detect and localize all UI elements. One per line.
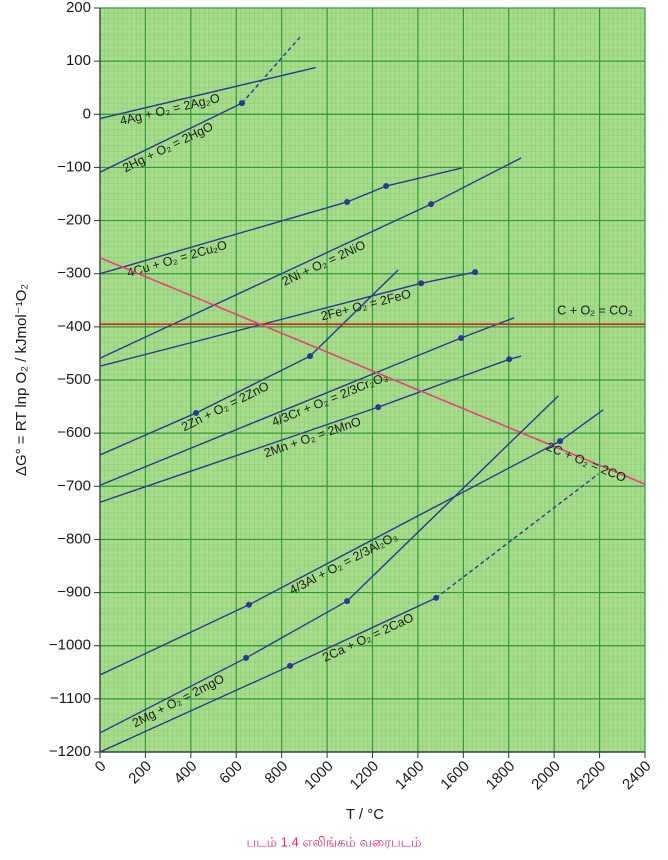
- y-tick-label: −600: [57, 424, 91, 441]
- line-segment: [99, 657, 247, 734]
- point: [433, 594, 440, 601]
- x-tick-label: 2200: [574, 758, 610, 794]
- y-tick-label: −300: [57, 265, 91, 282]
- point: [307, 353, 314, 360]
- series-label: C + O₂ = CO₂: [557, 303, 633, 317]
- x-tick-label: 0: [92, 758, 110, 776]
- line-segment: [99, 337, 462, 486]
- point: [472, 269, 479, 276]
- x-tick-label: 1600: [437, 758, 473, 794]
- line-segment: [248, 440, 561, 606]
- y-tick-label: −200: [57, 212, 91, 229]
- line-segment: [99, 102, 243, 173]
- x-tick-label: 400: [171, 758, 201, 788]
- line-segment: [99, 201, 348, 275]
- y-tick-label: −1200: [49, 743, 91, 760]
- x-tick-label: 2400: [619, 758, 655, 794]
- line-segment: [99, 665, 291, 753]
- point: [458, 335, 465, 342]
- x-tick-label: 200: [125, 758, 155, 788]
- line-segment: [435, 473, 599, 599]
- line-segment: [559, 409, 604, 442]
- line-segment: [99, 257, 646, 485]
- y-tick-label: −100: [57, 158, 91, 175]
- point: [506, 356, 513, 363]
- y-tick-label: −900: [57, 584, 91, 601]
- line-segment: [241, 36, 301, 104]
- line-segment: [460, 317, 515, 339]
- point: [193, 409, 200, 416]
- y-tick-label: −800: [57, 530, 91, 547]
- y-tick-label: −500: [57, 371, 91, 388]
- y-tick-label: 200: [66, 0, 91, 16]
- line-segment: [377, 358, 510, 408]
- y-tick-label: −700: [57, 477, 91, 494]
- point: [238, 100, 245, 107]
- x-tick-label: 1200: [347, 758, 383, 794]
- line-segment: [430, 157, 522, 205]
- line-segment: [99, 412, 197, 456]
- x-axis-title: T / °C: [346, 806, 384, 823]
- point: [428, 201, 435, 208]
- y-axis-title: ΔG° = RT lnp O₂ / kJmol⁻¹O₂: [13, 284, 30, 476]
- point: [383, 183, 390, 190]
- line-segment: [385, 167, 463, 187]
- y-tick-label: −1000: [49, 637, 91, 654]
- y-tick-label: 0: [83, 105, 91, 122]
- line-segment: [346, 395, 559, 602]
- line-segment: [309, 269, 399, 357]
- line-segment: [245, 600, 348, 659]
- point: [344, 198, 351, 205]
- point: [375, 404, 382, 411]
- y-tick-label: 100: [66, 52, 91, 69]
- point: [245, 601, 252, 608]
- x-tick-label: 1400: [392, 758, 428, 794]
- line-segment: [420, 271, 476, 284]
- caption: படம் 1.4 எலிங்கம் வரைபடம்: [247, 834, 422, 849]
- line-segment: [99, 406, 379, 503]
- line-segment: [195, 355, 311, 414]
- x-tick-label: 800: [262, 758, 292, 788]
- line-segment: [99, 66, 316, 120]
- x-tick-label: 1800: [483, 758, 519, 794]
- point: [418, 280, 425, 287]
- point: [287, 662, 294, 669]
- line-segment: [289, 597, 437, 667]
- line-segment: [346, 185, 387, 203]
- x-tick-label: 600: [216, 758, 246, 788]
- point: [243, 654, 250, 661]
- line-segment: [99, 604, 250, 676]
- line-segment: [99, 203, 432, 359]
- point: [557, 438, 564, 445]
- x-tick-label: 1000: [301, 758, 337, 794]
- y-tick-label: −1100: [50, 690, 91, 707]
- y-tick-label: −400: [57, 318, 91, 335]
- point: [344, 598, 351, 605]
- x-tick-label: 2000: [528, 758, 564, 794]
